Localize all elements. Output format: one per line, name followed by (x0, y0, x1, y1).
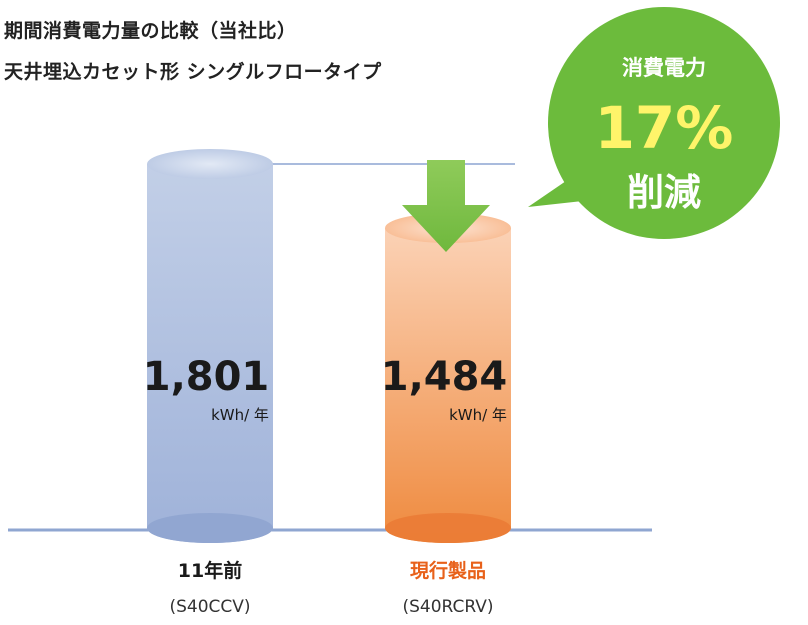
bar-bottom (385, 513, 511, 543)
bar-body (385, 228, 511, 543)
chart-title-line-1: 期間消費電力量の比較（当社比） (4, 20, 297, 42)
callout-value: 17% (595, 94, 734, 162)
model-label: (S40CCV) (169, 597, 250, 617)
category-label: 11年前 (178, 559, 242, 582)
category-label: 現行製品 (410, 559, 486, 582)
callout-label: 消費電力 (622, 56, 706, 80)
callout-bubble: 消費電力 17% 削減 (528, 7, 780, 239)
reduction-arrow-icon (402, 160, 490, 252)
bar-1: 1,801 kWh/ 年 11年前 (S40CCV) (143, 149, 273, 617)
unit-label: kWh/ 年 (211, 406, 269, 424)
unit-label: kWh/ 年 (449, 406, 507, 424)
data-label: 1,801 (143, 354, 270, 400)
bar-top (147, 149, 273, 179)
model-label: (S40RCRV) (402, 597, 493, 617)
callout-text: 削減 (627, 171, 701, 214)
chart-title-line-2: 天井埋込カセット形 シングルフロータイプ (4, 61, 382, 83)
bar-body (147, 164, 273, 543)
bar-bottom (147, 513, 273, 543)
data-label: 1,484 (381, 354, 508, 400)
